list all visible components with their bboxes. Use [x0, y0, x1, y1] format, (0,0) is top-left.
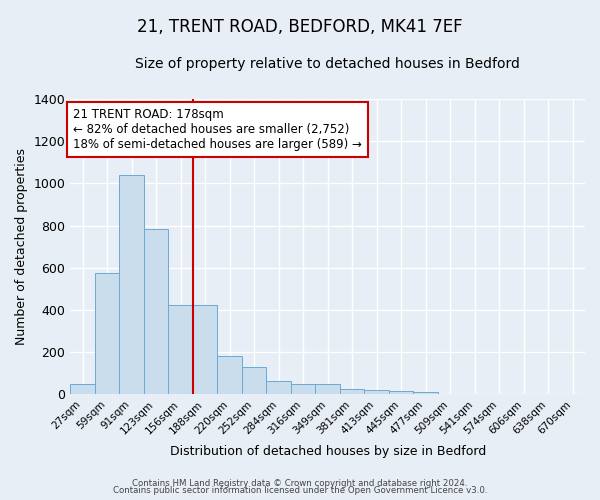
Bar [242, 367, 266, 394]
Bar [144, 229, 169, 394]
Bar [119, 175, 144, 394]
Text: 21 TRENT ROAD: 178sqm
← 82% of detached houses are smaller (2,752)
18% of semi-d: 21 TRENT ROAD: 178sqm ← 82% of detached … [73, 108, 362, 151]
Bar [169, 305, 193, 394]
Bar [95, 273, 119, 394]
Title: Size of property relative to detached houses in Bedford: Size of property relative to detached ho… [135, 58, 520, 71]
Bar [70, 384, 95, 394]
Bar [266, 380, 291, 394]
Bar [340, 389, 364, 394]
Bar [217, 356, 242, 395]
Text: Contains public sector information licensed under the Open Government Licence v3: Contains public sector information licen… [113, 486, 487, 495]
Y-axis label: Number of detached properties: Number of detached properties [15, 148, 28, 346]
Text: 21, TRENT ROAD, BEDFORD, MK41 7EF: 21, TRENT ROAD, BEDFORD, MK41 7EF [137, 18, 463, 36]
Bar [193, 305, 217, 394]
Bar [389, 392, 413, 394]
Bar [364, 390, 389, 394]
Bar [316, 384, 340, 394]
Text: Contains HM Land Registry data © Crown copyright and database right 2024.: Contains HM Land Registry data © Crown c… [132, 478, 468, 488]
Bar [413, 392, 438, 394]
Bar [291, 384, 316, 394]
X-axis label: Distribution of detached houses by size in Bedford: Distribution of detached houses by size … [170, 444, 486, 458]
